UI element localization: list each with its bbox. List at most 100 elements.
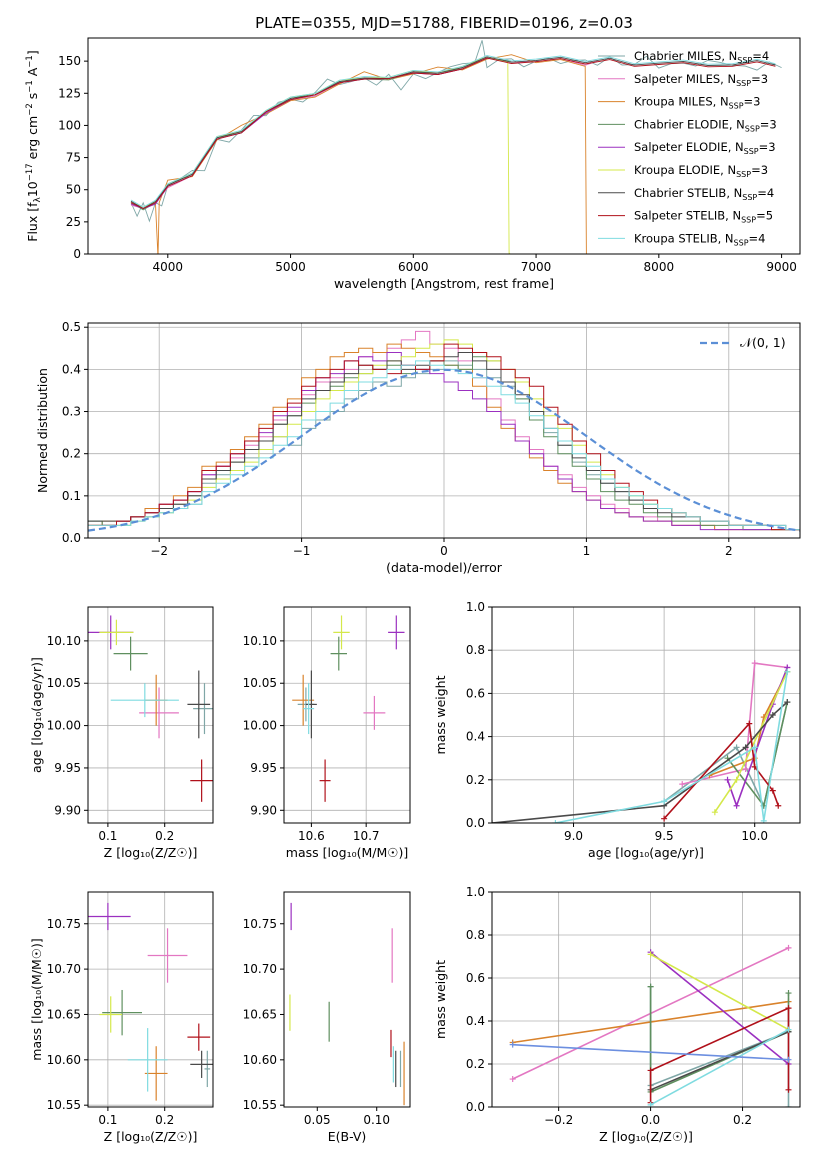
axes-frame	[87, 37, 801, 255]
x-axis-label: age [log₁₀(age/yr)]	[588, 845, 704, 860]
y-tick-label: 0.4	[466, 1014, 485, 1028]
x-tick-label: 0.2	[155, 829, 174, 843]
y-tick-label: 1.0	[466, 885, 485, 899]
x-axis-label: Z [log₁₀(Z/Z☉)]	[599, 1129, 693, 1144]
x-tick-label: 4000	[153, 260, 184, 274]
weight-marker	[785, 1086, 792, 1093]
spectrum-line	[130, 57, 512, 211]
spectrum-line	[130, 57, 776, 209]
legend-label-eq: =3	[751, 72, 768, 86]
axes-frame	[283, 891, 411, 1108]
weight-marker	[746, 720, 753, 727]
legend-label-sub: SSP	[745, 124, 760, 133]
y-tick-label: 10.60	[243, 1053, 277, 1067]
weight-marker	[775, 802, 782, 809]
weight-marker	[661, 798, 668, 805]
x-tick-label: 0.0	[641, 1113, 660, 1127]
y-tick-label: 0	[73, 247, 81, 261]
y-tick-label: 10.55	[47, 1098, 81, 1112]
y-axis-label: age [log₁₀(age/yr)]	[29, 657, 44, 773]
spectrum-line	[130, 55, 776, 208]
chart-mass_vs_EBV: 0.05 0.10 10.55 10.60 10.65 10.70 10.75 E(B-V)	[243, 891, 411, 1144]
chart-age_vs_Z: 0.1 0.2 9.90 9.95 10.00 10.05 10.10 Z [log₁₀(Z/…	[29, 606, 214, 860]
y-axis-label: Normed distribution	[35, 368, 50, 493]
y-tick-label: 10.75	[47, 917, 81, 931]
weight-line	[649, 1006, 790, 1103]
x-axis-label: mass [log₁₀(M/M☉)]	[286, 845, 408, 860]
y-tick-label: 10.70	[47, 962, 81, 976]
x-axis-label: Z [log₁₀(Z/Z☉)]	[104, 1129, 198, 1144]
weight-marker	[647, 1067, 654, 1074]
weight-marker	[785, 1056, 792, 1063]
y-axis-label-part: −1	[25, 55, 35, 68]
y-tick-label: 10.10	[243, 634, 277, 648]
y-tick-label: 9.95	[54, 761, 81, 775]
legend-label: Salpeter STELIB, NSSP=5	[634, 209, 773, 225]
plot-area-age_vs_mass	[292, 615, 405, 802]
axes-frame	[87, 606, 214, 824]
y-tick-label: 0.3	[62, 405, 81, 419]
spectrum-line	[130, 54, 588, 254]
x-tick-label: 2	[725, 544, 733, 558]
legend-label-text: Kroupa STELIB, N	[634, 231, 734, 245]
y-axis-label-part: −1	[25, 80, 35, 93]
weight-marker	[785, 1026, 792, 1033]
weight-line	[709, 671, 789, 777]
spectrum-line	[130, 40, 782, 223]
weight-marker	[647, 951, 654, 958]
legend-label: Kroupa MILES, NSSP=3	[634, 95, 760, 111]
legend-label-sub: SSP	[741, 216, 756, 225]
y-tick-label: 9.90	[250, 803, 277, 817]
figure-title: PLATE=0355, MJD=51788, FIBERID=0196, z=0…	[255, 14, 633, 32]
legend-label-text: Salpeter STELIB, N	[634, 209, 741, 223]
y-tick-label: 50	[66, 183, 81, 197]
plot-area-age_vs_Z	[88, 615, 213, 802]
weight-marker	[661, 815, 668, 822]
axes-frame	[87, 891, 214, 1108]
y-tick-label: 9.90	[54, 803, 81, 817]
x-tick-label: −0.2	[544, 1113, 573, 1127]
weight-marker	[785, 1104, 792, 1107]
y-tick-label: 25	[66, 215, 81, 229]
legend-label-text: Chabrier MILES, N	[634, 49, 737, 63]
legend-label-sub: SSP	[742, 193, 757, 202]
y-tick-label: 10.65	[47, 1007, 81, 1021]
chart-mass_vs_Z: 0.1 0.2 10.55 10.60 10.65 10.70 10.75 Z [log₁₀(…	[29, 891, 214, 1144]
legend-label-sub: SSP	[737, 56, 752, 65]
x-tick-label: 8000	[644, 260, 675, 274]
axes-frame	[491, 606, 801, 824]
y-tick-label: 1.0	[466, 600, 485, 614]
legend-label-sub: SSP	[734, 238, 749, 247]
weight-marker	[742, 766, 749, 772]
plot-area-residuals	[88, 330, 800, 532]
weight-marker	[742, 744, 749, 751]
normal-curve	[88, 368, 800, 532]
weight-marker	[751, 744, 758, 751]
y-tick-label: 0.8	[466, 643, 485, 657]
x-axis-label: Z [log₁₀(Z/Z☉)]	[104, 845, 198, 860]
weight-marker	[552, 820, 559, 823]
legend-label: 𝒩(0, 1)	[740, 335, 786, 350]
plot-area-mass_weight_vs_Z	[509, 944, 792, 1107]
legend-label-eq: =5	[756, 209, 773, 223]
y-tick-label: 10.05	[47, 676, 81, 690]
legend-label: Chabrier STELIB, NSSP=4	[634, 186, 774, 202]
y-tick-label: 75	[66, 151, 81, 165]
weight-marker	[733, 802, 740, 809]
y-axis-label-part: λ	[33, 197, 43, 203]
legend-label-text: Salpeter ELODIE, N	[634, 140, 744, 154]
y-axis-label-part: s	[25, 93, 40, 104]
legend-label: Kroupa ELODIE, NSSP=3	[634, 163, 768, 179]
y-tick-label: 10.00	[47, 719, 81, 733]
y-tick-label: 0.6	[466, 971, 485, 985]
legend-label: Chabrier MILES, NSSP=4	[634, 49, 769, 65]
plot-area-mass_vs_EBV	[289, 902, 405, 1106]
legend-label-eq: =3	[751, 163, 768, 177]
x-tick-label: 0.2	[155, 1113, 174, 1127]
x-tick-label: 9.5	[655, 829, 674, 843]
x-tick-label: −1	[293, 544, 311, 558]
weight-marker	[769, 787, 776, 794]
y-tick-label: 0.6	[466, 686, 485, 700]
y-tick-label: 125	[58, 86, 81, 100]
chart-spectrum: 4000 5000 6000 7000 8000 9000 0 25 50 75 100 125 150…	[25, 37, 801, 291]
